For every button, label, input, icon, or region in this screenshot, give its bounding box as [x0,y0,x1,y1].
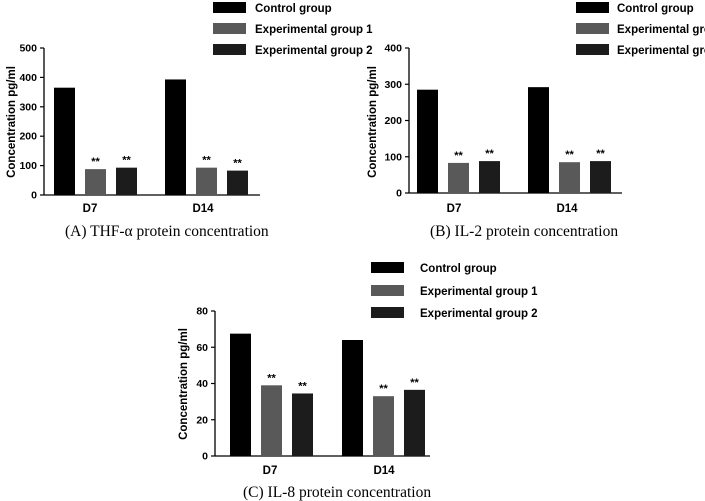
panel-b-ytick-label-0: 0 [396,188,402,200]
panel-c-legend-label-exp1: Experimental group 1 [420,286,538,298]
panel-a-legend-swatch-exp2 [213,44,246,55]
panel-c-bar-d7-series-1 [261,385,282,456]
panel-c-legend: Control group Experimental group 1 Exper… [371,262,538,320]
panel-a-bar-d7-series-0 [54,87,75,195]
panel-b-bar-d14-series-0 [528,87,549,193]
panel-c-legend-label-control: Control group [420,263,497,275]
panel-a-bar-d14-series-1 [196,167,217,195]
panel-a-legend: Control group Experimental group 1 Exper… [213,2,373,57]
panel-c-ytick-label-1: 20 [196,414,208,426]
panel-b-bar-d14-series-1 [559,162,580,193]
panel-b-legend: Control group Experimental group 1 Exper… [576,2,705,57]
panel-a-ytick-label-0: 0 [31,190,37,202]
panel-b-significance-d7-series-2: ** [485,148,494,160]
panel-c-significance-d7-series-1: ** [267,372,276,384]
panel-c-legend-label-exp2: Experimental group 2 [420,308,538,320]
panel-a-legend-label-exp2: Experimental group 2 [255,45,373,57]
panel-c-legend-swatch-exp2 [371,307,404,318]
panel-a-ytick-label-5: 500 [19,43,37,55]
panel-a-ytick-label-1: 100 [19,160,37,172]
panel-b-ytick-label-2: 200 [384,115,402,127]
panel-b-category-d14: D14 [556,203,578,215]
panel-a-significance-d14-series-1: ** [202,155,211,167]
panel-a-ylabel: Concentration pg/ml [6,66,18,178]
panel-a-bar-d7-series-2 [116,167,137,195]
panel-b-legend-swatch-exp2 [576,44,609,55]
panel-a: Concentration pg/ml 0 100 200 300 400 500 ** *… [6,43,269,241]
panel-a-legend-label-control: Control group [255,3,332,15]
panel-c-legend-swatch-exp1 [371,285,404,296]
panel-c-bar-d14-series-0 [342,340,363,456]
panel-c-category-d7: D7 [263,465,278,477]
panel-c-ylabel: Concentration pg/ml [178,328,190,440]
panel-b-significance-d14-series-1: ** [565,149,574,161]
panel-b-ytick-label-3: 300 [384,79,402,91]
panel-b-significance-d7-series-1: ** [454,150,463,162]
panel-b-caption: (B) IL-2 protein concentration [430,223,618,240]
panel-a-caption: (A) THF-α protein concentration [65,223,269,240]
panel-a-bar-d7-series-1 [85,169,106,195]
panel-a-significance-d7-series-2: ** [122,155,131,167]
panel-a-legend-swatch-control [213,2,246,13]
panel-a-significance-d14-series-2: ** [233,158,242,170]
panel-c-caption: (C) IL-8 protein concentration [243,484,431,501]
panel-c-bar-d7-series-2 [292,393,313,456]
panel-a-significance-d7-series-1: ** [91,156,100,168]
panel-b-legend-swatch-exp1 [576,23,609,34]
panel-b-bar-d7-series-2 [479,161,500,193]
panel-c-bar-d14-series-2 [404,389,425,456]
panel-a-ytick-label-3: 300 [19,101,37,113]
panel-b-ytick-label-4: 400 [384,43,402,55]
panel-b: Concentration pg/ml 0 100 200 300 400 ** ** **… [367,43,622,240]
panel-a-ytick-label-4: 400 [19,72,37,84]
panel-b-legend-label-exp2: Experimental group 2 [617,45,705,57]
panel-c-ytick-label-0: 0 [202,451,208,463]
panel-c-bar-d14-series-1 [373,396,394,456]
panel-c-significance-d14-series-1: ** [379,383,388,395]
panel-a-legend-swatch-exp1 [213,23,246,34]
panel-a-bar-d14-series-0 [165,79,186,195]
panel-a-ytick-label-2: 200 [19,131,37,143]
panel-c-significance-d14-series-2: ** [410,377,419,389]
panel-b-ytick-label-1: 100 [384,151,402,163]
panel-c-ytick-label-3: 60 [196,342,208,354]
panel-b-ylabel: Concentration pg/ml [367,66,379,178]
panel-c-category-d14: D14 [373,465,395,477]
panel-a-legend-label-exp1: Experimental group 1 [255,24,373,36]
panel-a-category-d14: D14 [192,203,214,215]
panel-b-bar-d14-series-2 [590,161,611,193]
panel-c-significance-d7-series-2: ** [298,380,307,392]
panel-a-bar-d14-series-2 [227,170,248,195]
panel-c: Concentration pg/ml 0 20 40 60 80 ** ** ** ** D… [178,306,431,501]
panel-c-bar-d7-series-0 [230,333,251,456]
panel-c-legend-swatch-control [371,262,404,273]
panel-b-legend-label-control: Control group [617,3,694,15]
panel-a-category-d7: D7 [83,203,98,215]
panel-c-ytick-label-4: 80 [196,306,208,318]
panel-c-ytick-label-2: 40 [196,378,208,390]
panel-b-legend-swatch-control [576,2,609,13]
panel-b-bar-d7-series-0 [417,89,438,193]
panel-b-bar-d7-series-1 [448,162,469,193]
panel-b-category-d7: D7 [447,203,462,215]
panel-b-legend-label-exp1: Experimental group 1 [617,24,705,36]
panel-b-significance-d14-series-2: ** [596,148,605,160]
